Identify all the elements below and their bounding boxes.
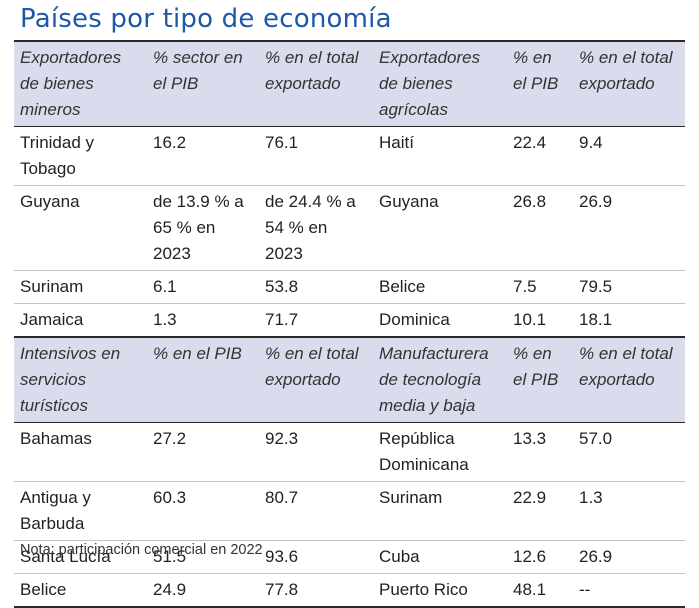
header-cell: % en el total exportado xyxy=(573,41,685,127)
table-cell: 79.5 xyxy=(579,277,613,296)
table-cell: Surinam xyxy=(379,488,443,507)
table-row: Jamaica 1.3 71.7 Dominica 10.1 18.1 xyxy=(14,304,685,337)
table-cell: de 13.9 % a 65 % en 2023 xyxy=(153,192,244,263)
table-cell: 1.3 xyxy=(579,488,603,507)
table-cell: Guyana xyxy=(379,192,439,211)
table-cell: 80.7 xyxy=(265,488,299,507)
table-row: Antigua y Barbuda 60.3 80.7 Surinam 22.9… xyxy=(14,482,685,541)
table-cell: 13.3 xyxy=(513,429,547,448)
table-cell: 51.5 xyxy=(153,547,187,566)
table-cell: 16.2 xyxy=(153,133,187,152)
header-cell: % en el total exportado xyxy=(259,337,373,423)
table-cell: Trinidad y Tobago xyxy=(20,133,95,178)
header-cell: Intensivos en servicios turísticos xyxy=(14,337,147,423)
table-cell: Santa Lucía xyxy=(20,547,111,566)
table-cell: 12.6 xyxy=(513,547,547,566)
table-cell: 57.0 xyxy=(579,429,613,448)
table-cell: 1.3 xyxy=(153,310,177,329)
table-cell: Belice xyxy=(20,580,67,599)
table-cell: 77.8 xyxy=(265,580,299,599)
table-cell: Cuba xyxy=(379,547,420,566)
header-cell: Exportadores de bienes mineros xyxy=(14,41,147,127)
table-row: Guyana de 13.9 % a 65 % en 2023 de 24.4 … xyxy=(14,186,685,271)
header-cell: % en el PIB xyxy=(507,41,573,127)
header-cell: % en el PIB xyxy=(507,337,573,423)
table-cell: 48.1 xyxy=(513,580,547,599)
table-cell: Bahamas xyxy=(20,429,92,448)
table-cell: Jamaica xyxy=(20,310,84,329)
table-row: Surinam 6.1 53.8 Belice 7.5 79.5 xyxy=(14,271,685,304)
economy-table: Exportadores de bienes mineros % sector … xyxy=(14,40,685,608)
table-cell: 26.9 xyxy=(579,192,613,211)
table-cell: 9.4 xyxy=(579,133,603,152)
table-cell: 93.6 xyxy=(265,547,299,566)
table-cell: 6.1 xyxy=(153,277,177,296)
header-cell: % en el total exportado xyxy=(573,337,685,423)
table-cell: Haití xyxy=(379,133,414,152)
table-cell: 26.8 xyxy=(513,192,547,211)
table-cell: 26.9 xyxy=(579,547,613,566)
table-cell: 22.4 xyxy=(513,133,547,152)
table-cell: 27.2 xyxy=(153,429,187,448)
table-row: Bahamas 27.2 92.3 República Dominicana 1… xyxy=(14,423,685,482)
footnote: Nota: participación comercial en 2022 xyxy=(20,542,263,558)
table-cell: -- xyxy=(579,580,591,599)
table-cell: 60.3 xyxy=(153,488,187,507)
table-cell: 10.1 xyxy=(513,310,547,329)
header-cell: Exportadores de bienes agrícolas xyxy=(373,41,507,127)
header-row-tourism-manufacturing: Intensivos en servicios turísticos % en … xyxy=(14,337,685,423)
header-row-mining-agricultural: Exportadores de bienes mineros % sector … xyxy=(14,41,685,127)
table-cell: 71.7 xyxy=(265,310,299,329)
table-cell: de 24.4 % a 54 % en 2023 xyxy=(265,192,356,263)
header-cell: % en el total exportado xyxy=(259,41,373,127)
header-cell: % en el PIB xyxy=(147,337,259,423)
table-cell: Belice xyxy=(379,277,426,296)
table-cell: Puerto Rico xyxy=(379,580,468,599)
header-cell: Manufacturera de tecnología media y baja xyxy=(373,337,507,423)
table-row: Trinidad y Tobago 16.2 76.1 Haití 22.4 9… xyxy=(14,127,685,186)
table-row: Santa Lucía 51.5 93.6 Cuba 12.6 26.9 xyxy=(14,541,685,574)
table-cell: Guyana xyxy=(20,192,80,211)
header-cell: % sector en el PIB xyxy=(147,41,259,127)
table-cell: 18.1 xyxy=(579,310,613,329)
table-cell: Antigua y Barbuda xyxy=(20,488,91,533)
table-cell: República Dominicana xyxy=(379,429,469,474)
table-cell: 22.9 xyxy=(513,488,547,507)
page-title: Países por tipo de economía xyxy=(20,4,392,34)
table-cell: 76.1 xyxy=(265,133,299,152)
table-cell: 92.3 xyxy=(265,429,299,448)
table-row: Belice 24.9 77.8 Puerto Rico 48.1 -- xyxy=(14,574,685,607)
table-cell: 7.5 xyxy=(513,277,537,296)
table-cell: 24.9 xyxy=(153,580,187,599)
table-cell: Dominica xyxy=(379,310,450,329)
table-cell: Surinam xyxy=(20,277,84,296)
table-cell: 53.8 xyxy=(265,277,299,296)
